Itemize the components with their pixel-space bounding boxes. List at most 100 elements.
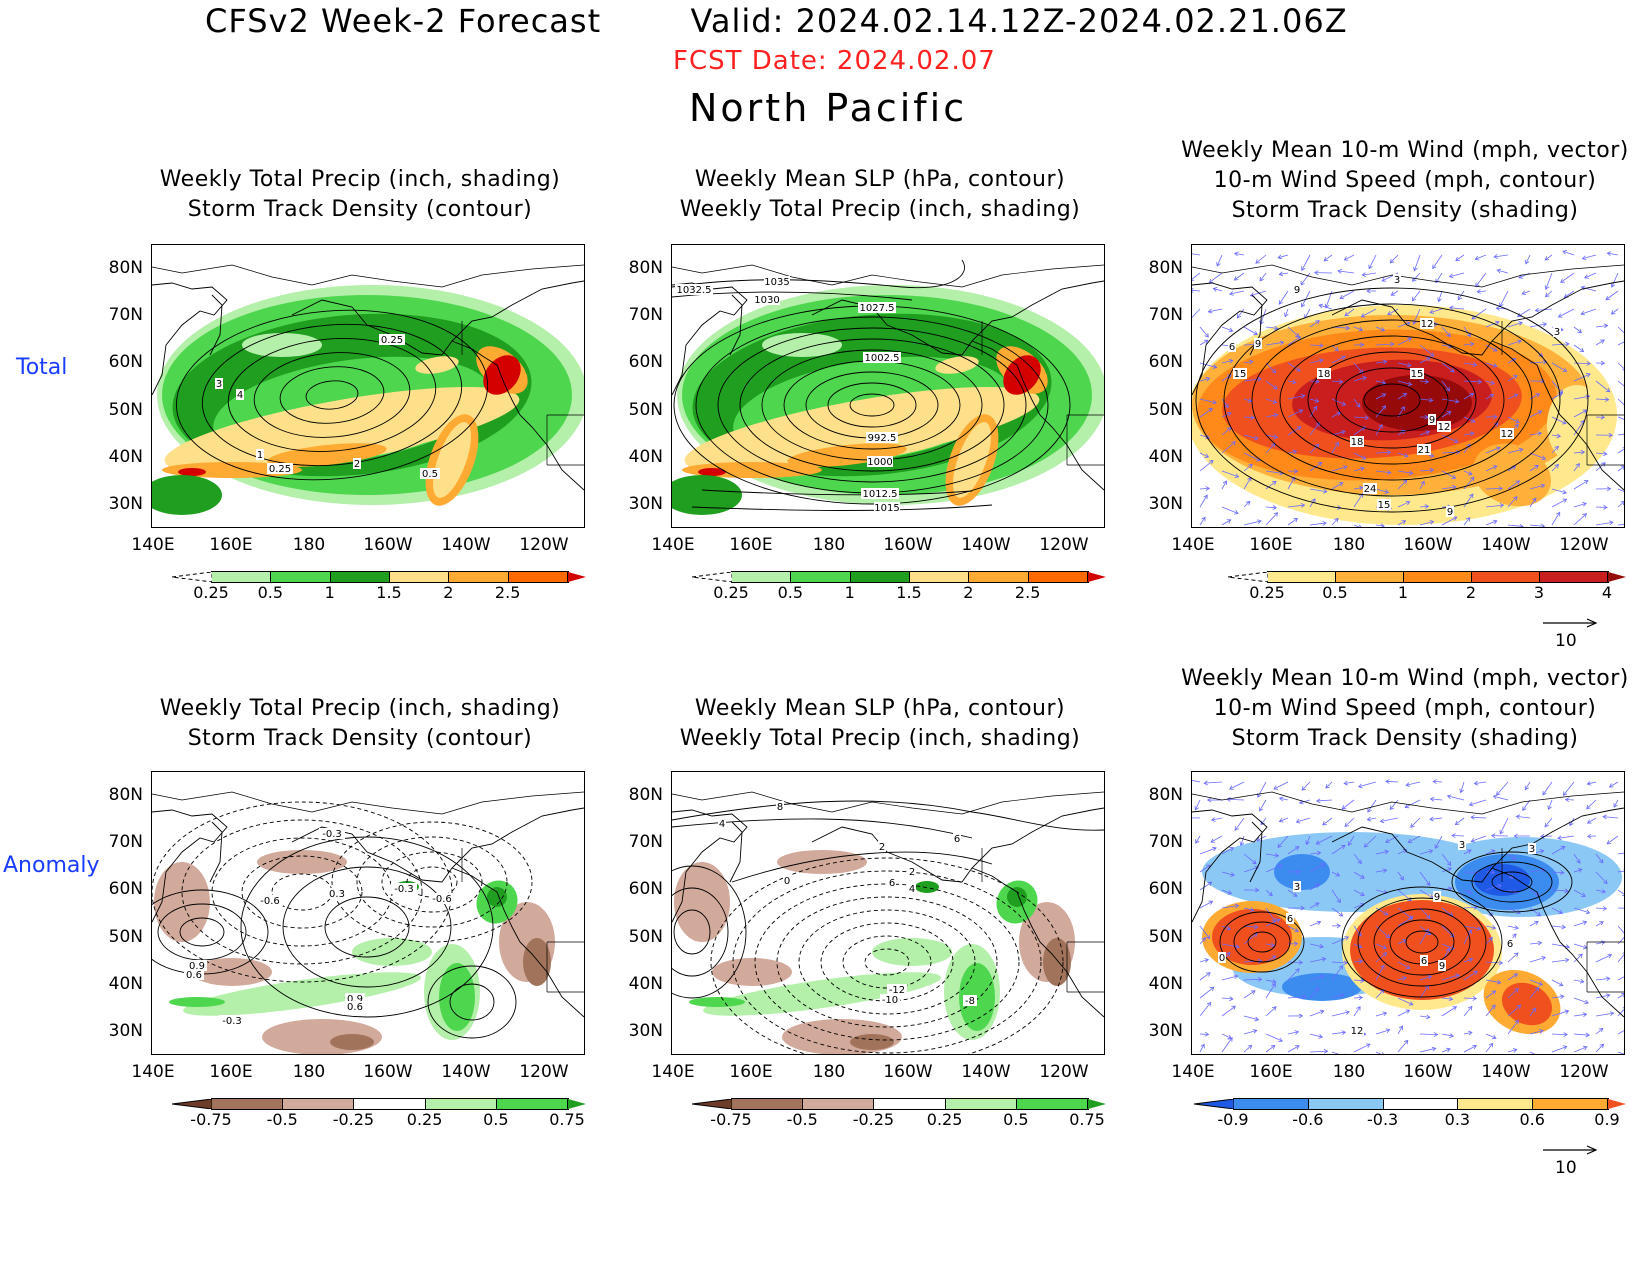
wind-vector-head: [1319, 1009, 1325, 1015]
lon-tick-label: 180: [1332, 535, 1366, 555]
wind-vector-head: [1367, 807, 1372, 813]
contour-label-box: [345, 993, 365, 1004]
wind-vector: [1573, 889, 1586, 897]
wind-vector: [1199, 881, 1212, 891]
wind-vector: [1551, 445, 1559, 454]
wind-vector-head: [1360, 874, 1365, 879]
wind-vector: [1278, 290, 1289, 305]
wind-vector: [1507, 416, 1520, 423]
wind-vector: [1413, 254, 1421, 271]
wind-vector: [1306, 835, 1311, 845]
wind-vector: [1507, 480, 1520, 490]
wind-vector-head: [1448, 273, 1454, 279]
wind-vector-head: [1563, 1032, 1568, 1037]
wind-vector: [1460, 781, 1465, 793]
wind-vector-head: [1491, 1004, 1496, 1010]
wind-vector-head: [1319, 974, 1325, 980]
wind-vector-head: [1248, 463, 1253, 469]
wind-vector: [1199, 972, 1211, 981]
contour-label: 9: [1294, 285, 1300, 296]
wind-vector-head: [1429, 309, 1435, 314]
wind-vector: [1243, 452, 1261, 461]
wind-vector-head: [1233, 251, 1239, 257]
wind-vector: [1463, 362, 1477, 366]
wind-vector: [1375, 451, 1391, 454]
wind-vector: [1475, 272, 1487, 287]
wind-vector: [1243, 378, 1262, 382]
wind-vector: [1617, 341, 1624, 346]
wind-vector-head: [1272, 505, 1278, 510]
colorbar-swatch: [945, 1099, 1017, 1109]
wind-speed-anomaly-contour: [1373, 908, 1471, 976]
contour-label-box: [783, 875, 791, 886]
wind-vector-head: [1488, 1042, 1494, 1048]
wind-vector-head: [1402, 479, 1408, 485]
wind-vector-head: [1493, 254, 1498, 259]
wind-vector-head: [1425, 881, 1431, 886]
lat-tick-label: 60N: [108, 352, 143, 372]
wind-vector-head: [1204, 1031, 1210, 1037]
wind-vector: [1595, 398, 1609, 401]
wind-vector: [1529, 452, 1546, 460]
contour-label-box: [1420, 955, 1428, 966]
wind-vector: [1463, 326, 1471, 337]
wind-vector: [1584, 272, 1597, 279]
wind-vector: [1507, 448, 1523, 454]
wind-vector-head: [1522, 806, 1527, 811]
wind-vector: [1287, 925, 1299, 932]
wind-vector-head: [1606, 840, 1612, 845]
contour-label-box: [1350, 436, 1364, 447]
wind-vector-head: [1356, 1006, 1361, 1011]
wind-vector-head: [1412, 320, 1417, 325]
lon-tick-label: 120W: [1559, 535, 1609, 555]
wind-vector: [1322, 817, 1333, 826]
wind-vector: [1265, 470, 1284, 474]
wind-vector-head: [1358, 485, 1364, 491]
wind-vector-head: [1450, 945, 1455, 950]
wind-vector: [1296, 817, 1311, 823]
wind-vector: [1259, 799, 1267, 812]
wind-vector-head: [1344, 311, 1350, 317]
storm-track-anomaly-contour: [427, 965, 517, 1039]
wind-vector-head: [1606, 251, 1612, 257]
wind-vector: [1309, 987, 1320, 999]
wind-vector-head: [1407, 337, 1412, 342]
wind-vector: [1463, 929, 1472, 945]
storm-track-anomaly-contour: [324, 896, 410, 958]
slp-anomaly-isobar: [754, 883, 1020, 1041]
coastline-arctic: [1192, 264, 1624, 288]
wind-vector: [1595, 889, 1606, 893]
wind-vector-head: [1356, 403, 1361, 408]
wind-vector-head: [1284, 312, 1289, 318]
wind-vector: [1221, 441, 1236, 454]
wind-vector-head: [1278, 818, 1284, 823]
wind-vector: [1507, 1004, 1521, 1017]
wind-vector-head: [1271, 982, 1276, 988]
lon-tick-label: 120W: [519, 535, 569, 555]
wind-vector: [1406, 781, 1421, 786]
wind-vector-head: [1519, 523, 1524, 527]
colorbar-label: 0.3: [1444, 1110, 1471, 1129]
wind-vector: [1265, 414, 1278, 418]
wind-vector: [1243, 925, 1258, 928]
wind-vector-head: [1582, 1012, 1588, 1018]
wind-vector-head: [1514, 423, 1519, 429]
wind-vector-head: [1208, 459, 1214, 465]
wind-vector-head: [1381, 277, 1387, 282]
lat-tick-label: 40N: [628, 447, 663, 467]
contour-label: 1012.5: [863, 489, 898, 500]
wind-vector: [1485, 849, 1495, 855]
lat-tick-label: 50N: [1148, 927, 1183, 947]
wind-vector: [1279, 817, 1289, 822]
wind-vector-head: [1273, 785, 1279, 790]
contour-label-box: [1377, 499, 1391, 510]
wind-vector: [1265, 506, 1277, 509]
wind-vector: [1375, 380, 1386, 384]
contour-label: 6: [1421, 956, 1427, 967]
wind-vector: [1463, 1006, 1473, 1017]
wind-vector-head: [1541, 455, 1547, 461]
wind-vector-head: [1271, 480, 1277, 486]
wind-vector-head: [1514, 925, 1519, 930]
wind-vector-head: [1465, 516, 1471, 522]
wind-vector: [1260, 308, 1267, 325]
